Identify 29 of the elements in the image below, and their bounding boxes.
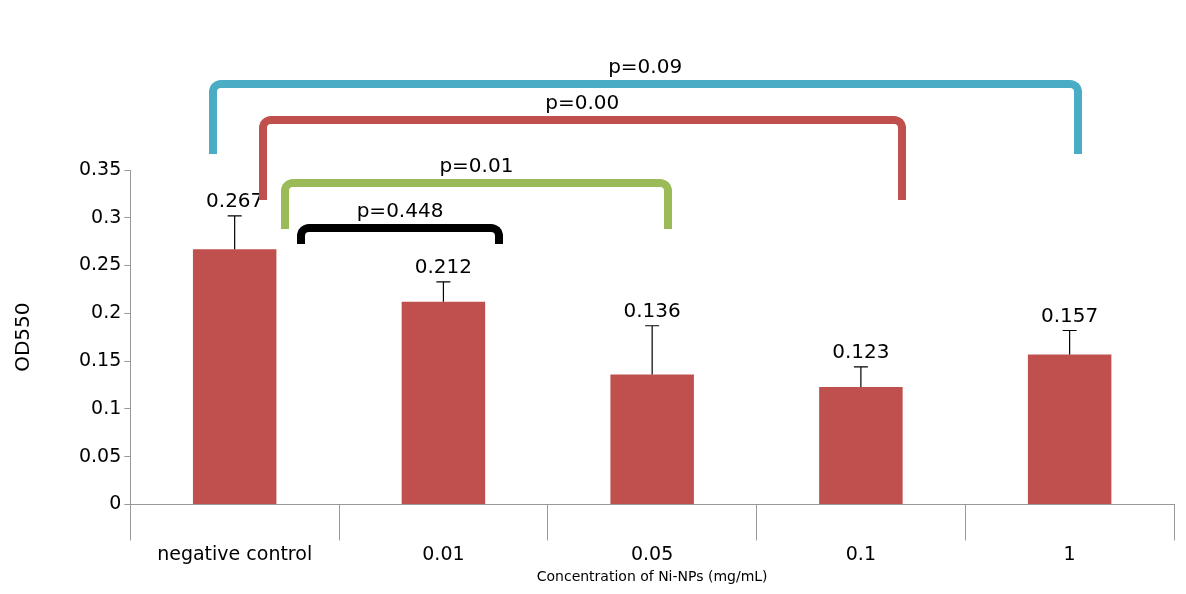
y-tick-label: 0.3 [91, 204, 122, 227]
data-label: 0.123 [832, 339, 890, 364]
y-tick-label: 0.25 [78, 252, 122, 275]
bar [819, 386, 903, 504]
text: p=0.09 [607, 54, 684, 78]
bar [192, 249, 277, 504]
y-axis-title: OD550 [10, 302, 35, 372]
x-tick-label: 1 [1063, 541, 1076, 564]
x-tick-label: negative control [157, 541, 313, 564]
y-tick-label: 0.35 [78, 156, 122, 179]
y-tick-label: 0.15 [78, 348, 122, 371]
x-axis-title: Concentration of Ni-NPs (mg/mL) [536, 568, 768, 585]
x-tick-label: 0.01 [422, 541, 465, 564]
bar [1027, 354, 1112, 504]
y-tick-label: 0.2 [91, 300, 122, 323]
y-tick-label: 0.1 [91, 395, 122, 418]
annotation: p=0.01 [438, 153, 515, 177]
data-label: 0.136 [623, 297, 681, 322]
y-tick-label: 0 [109, 491, 122, 514]
data-label: 0.267 [206, 188, 264, 213]
y-tick-label: 0.05 [78, 443, 122, 466]
data-label: 0.212 [414, 253, 473, 278]
bar [610, 374, 694, 504]
annotation: p=0.448 [355, 198, 445, 222]
text: p=0.00 [544, 90, 621, 114]
data-label: 0.157 [1041, 302, 1099, 327]
bar [401, 301, 486, 504]
x-tick-label: 0.05 [631, 541, 674, 564]
x-tick-label: 0.1 [845, 541, 876, 564]
